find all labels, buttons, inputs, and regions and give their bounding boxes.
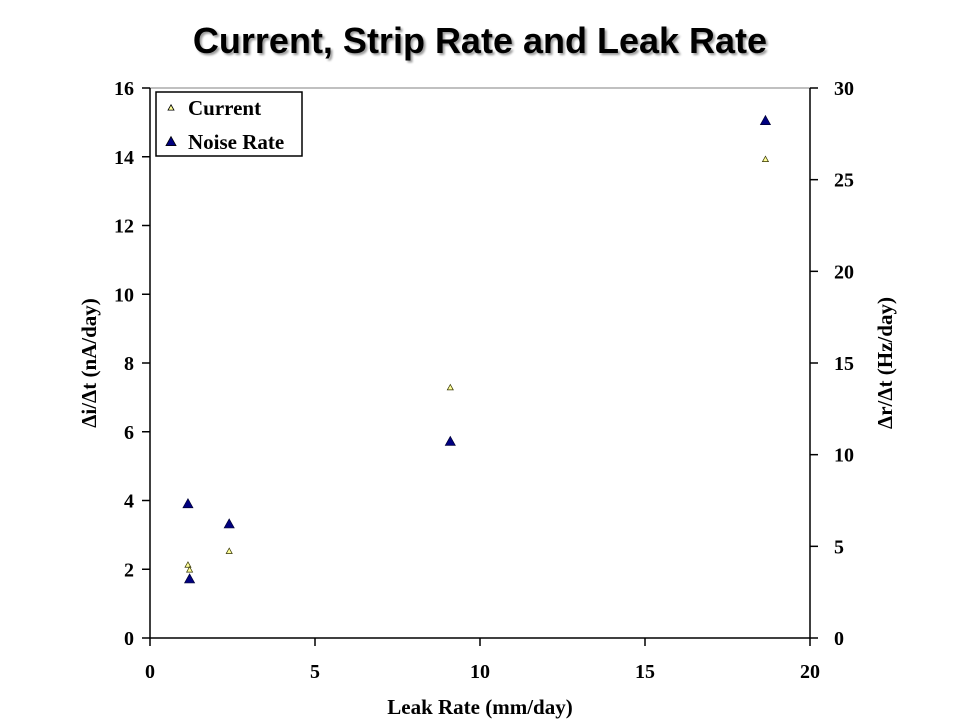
x-tick-label: 10 <box>470 661 490 683</box>
right-y-tick-label: 15 <box>834 353 854 375</box>
right-y-tick-label: 30 <box>834 78 854 100</box>
left-y-axis-label: Δi/Δt (nA/day) <box>77 298 101 428</box>
point-current <box>186 565 194 573</box>
axis-ticks: 0 2 4 6 8 10 12 14 16 0 5 10 15 20 25 30 0 5 10 15 20 <box>114 78 854 683</box>
x-tick-label: 0 <box>145 661 155 683</box>
left-y-tick-label: 4 <box>124 491 134 513</box>
left-y-tick-label: 16 <box>114 78 134 100</box>
legend-label-noise-rate: Noise Rate <box>188 130 284 154</box>
legend-box <box>155 91 303 157</box>
left-y-tick-label: 14 <box>114 147 134 169</box>
right-y-tick-label: 5 <box>834 536 844 558</box>
chart-title: Current, Strip Rate and Leak Rate <box>192 20 768 61</box>
right-y-tick-label: 20 <box>834 261 854 283</box>
right-y-tick-label: 0 <box>834 628 844 650</box>
point-current <box>225 547 233 554</box>
left-y-tick-label: 2 <box>124 559 134 581</box>
point-noise-rate <box>184 573 196 584</box>
x-tick-label: 20 <box>800 661 820 683</box>
legend-marker-noise-rate <box>165 135 177 147</box>
data-points <box>182 114 772 584</box>
point-current <box>446 383 454 391</box>
x-tick-label: 15 <box>635 661 655 683</box>
point-noise-rate <box>759 114 772 125</box>
x-tick-label: 5 <box>310 661 320 683</box>
point-noise-rate <box>223 518 235 529</box>
legend-marker-current <box>167 103 175 111</box>
legend: Current Noise Rate <box>155 91 303 157</box>
right-y-tick-label: 25 <box>834 170 854 192</box>
left-y-tick-label: 6 <box>124 422 134 444</box>
point-current <box>184 561 192 568</box>
right-y-tick-label: 10 <box>834 445 854 467</box>
left-y-tick-label: 12 <box>114 216 134 238</box>
point-current <box>761 155 770 163</box>
x-axis-label: Leak Rate (mm/day) <box>387 695 572 719</box>
legend-label-current: Current <box>188 96 261 120</box>
plot-frame <box>149 87 811 639</box>
point-noise-rate <box>444 435 456 446</box>
right-y-axis-label: Δr/Δt (Hz/day) <box>873 297 897 429</box>
left-y-tick-label: 8 <box>124 353 134 375</box>
point-noise-rate <box>182 498 194 509</box>
left-y-tick-label: 10 <box>114 284 134 306</box>
left-y-tick-label: 0 <box>124 628 134 650</box>
